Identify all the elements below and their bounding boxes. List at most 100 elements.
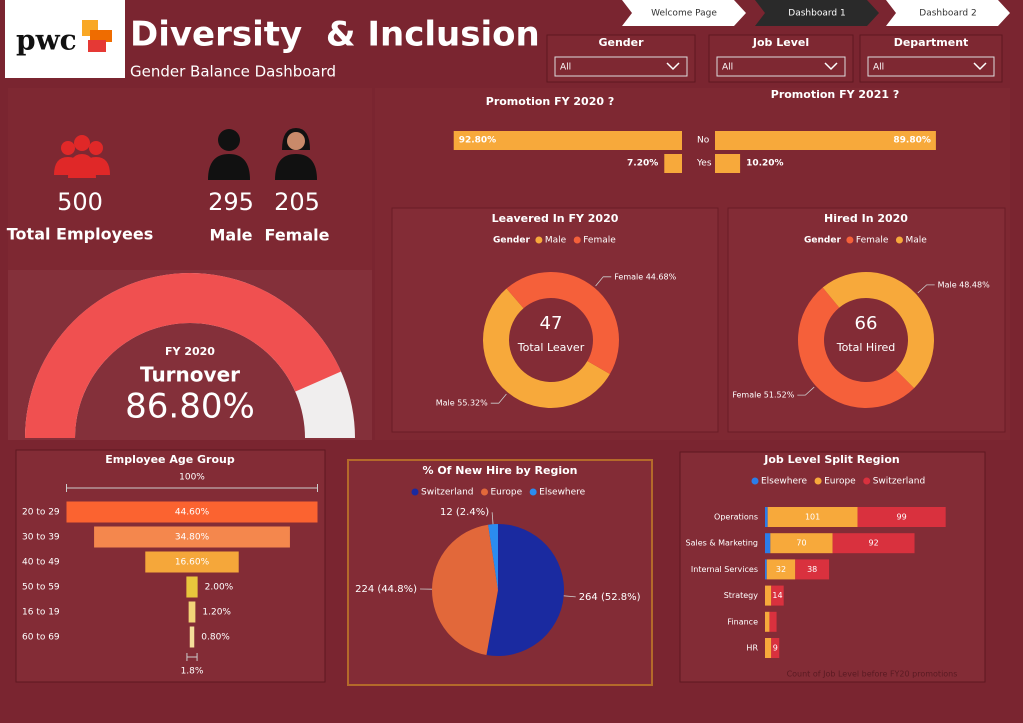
value-label: Male 55.32% (436, 399, 488, 408)
leader-line (491, 512, 494, 525)
nav-label[interactable]: Dashboard 1 (788, 9, 845, 19)
leader-line (797, 386, 815, 396)
legend-label: Male (545, 236, 567, 246)
scale-line (66, 484, 318, 492)
nav-label[interactable]: Welcome Page (651, 9, 717, 19)
bar-segment (765, 559, 767, 580)
legend-label: Europe (824, 477, 856, 487)
category-label: No (697, 136, 710, 146)
value-label: 44.60% (175, 508, 210, 518)
filter-value[interactable]: All (560, 63, 571, 73)
value-label: 89.80% (893, 136, 931, 146)
legend-label: Elsewhere (761, 477, 808, 487)
category-label: 50 to 59 (22, 583, 60, 593)
value-label: 14 (772, 591, 782, 600)
scale-label: 100% (179, 473, 205, 483)
value-label: Male 48.48% (938, 280, 990, 289)
value-label: 32 (776, 565, 786, 574)
funnel-bar (145, 551, 239, 573)
value-label: 101 (805, 513, 820, 522)
nav-tab[interactable] (886, 0, 1010, 26)
legend-marker (751, 477, 759, 485)
pie-slice (486, 524, 564, 656)
value-label: 92 (868, 539, 878, 548)
value-label: 264 (52.8%) (579, 592, 641, 603)
legend-label: Switzerland (421, 488, 474, 498)
subtitle: Gender Balance Dashboard (130, 63, 336, 81)
chart-title: Promotion FY 2021 ? (771, 88, 899, 101)
chevron (824, 62, 838, 71)
kpi-value: 295 (208, 188, 254, 216)
bar-segment (765, 507, 768, 527)
filter-label: Department (894, 36, 969, 49)
funnel-bar (188, 601, 196, 623)
kpi-label: Male (209, 226, 252, 245)
gauge-value (25, 273, 342, 438)
legend-marker (814, 477, 822, 485)
female-icon (275, 128, 317, 180)
chart-title: Hired In 2020 (824, 212, 908, 225)
category-label: 60 to 69 (22, 633, 60, 643)
value-label: 9 (773, 644, 778, 653)
donut-slice (482, 288, 610, 409)
filter-select[interactable] (867, 56, 995, 77)
category-label: HR (746, 644, 758, 653)
center-label: Total Leaver (517, 341, 585, 354)
bar-segment (765, 585, 772, 606)
nav-tab[interactable] (755, 0, 879, 26)
kpi-label: Total Employees (7, 225, 153, 244)
filter-value[interactable]: All (722, 63, 733, 73)
category-label: Internal Services (691, 565, 758, 574)
chevron (973, 62, 987, 71)
legend-title: Gender (804, 236, 841, 246)
filter-select[interactable] (716, 56, 846, 77)
filter-box (859, 34, 1003, 83)
bar-segment (765, 533, 771, 554)
value-label: Female 44.68% (614, 272, 676, 281)
value-label: 1.20% (202, 608, 231, 618)
filter-select[interactable] (554, 56, 688, 77)
legend-marker (895, 236, 903, 244)
value-label: 224 (44.8%) (355, 584, 417, 595)
legend-marker (481, 488, 488, 496)
chart-title: % Of New Hire by Region (422, 464, 577, 477)
category-label: 30 to 39 (22, 533, 60, 543)
leader-line (563, 595, 576, 598)
gauge-title: Turnover (140, 363, 240, 387)
value-label: 16.60% (175, 558, 210, 568)
people-icon (54, 135, 110, 178)
bar-segment (765, 611, 770, 632)
bar-segment (765, 638, 772, 658)
legend-label: Female (583, 236, 616, 246)
bar-segment (771, 638, 780, 658)
leader-line (917, 284, 935, 294)
nav-tab[interactable] (622, 0, 746, 26)
male-icon (208, 129, 250, 180)
legend-marker (846, 236, 854, 244)
scale-line (186, 653, 198, 661)
job-panel (679, 451, 986, 683)
category-label: 16 to 19 (22, 608, 60, 618)
bar-segment (770, 533, 833, 554)
kpi-value: 205 (274, 188, 320, 216)
legend-label: Female (856, 236, 889, 246)
axis-label: Count of Job Level before FY20 promotion… (787, 670, 958, 679)
chart-title: Job Level Split Region (763, 453, 899, 466)
filter-value[interactable]: All (873, 63, 884, 73)
category-label: Finance (727, 617, 758, 626)
chart-title: Leavered In FY 2020 (492, 212, 619, 225)
category-label: Yes (696, 159, 712, 169)
logo-square (88, 40, 106, 52)
gauge-value-label: 86.80% (125, 387, 255, 427)
kpi-value: 500 (57, 188, 103, 216)
value-label: 0.80% (201, 633, 230, 643)
nav-label[interactable]: Dashboard 2 (919, 9, 976, 19)
value-label: 7.20% (627, 159, 658, 169)
legend-label: Europe (491, 488, 523, 498)
bar (664, 154, 682, 173)
bar (453, 131, 682, 150)
value-label: 2.00% (205, 583, 234, 593)
filter-box (546, 34, 696, 83)
legend-marker (863, 477, 871, 485)
